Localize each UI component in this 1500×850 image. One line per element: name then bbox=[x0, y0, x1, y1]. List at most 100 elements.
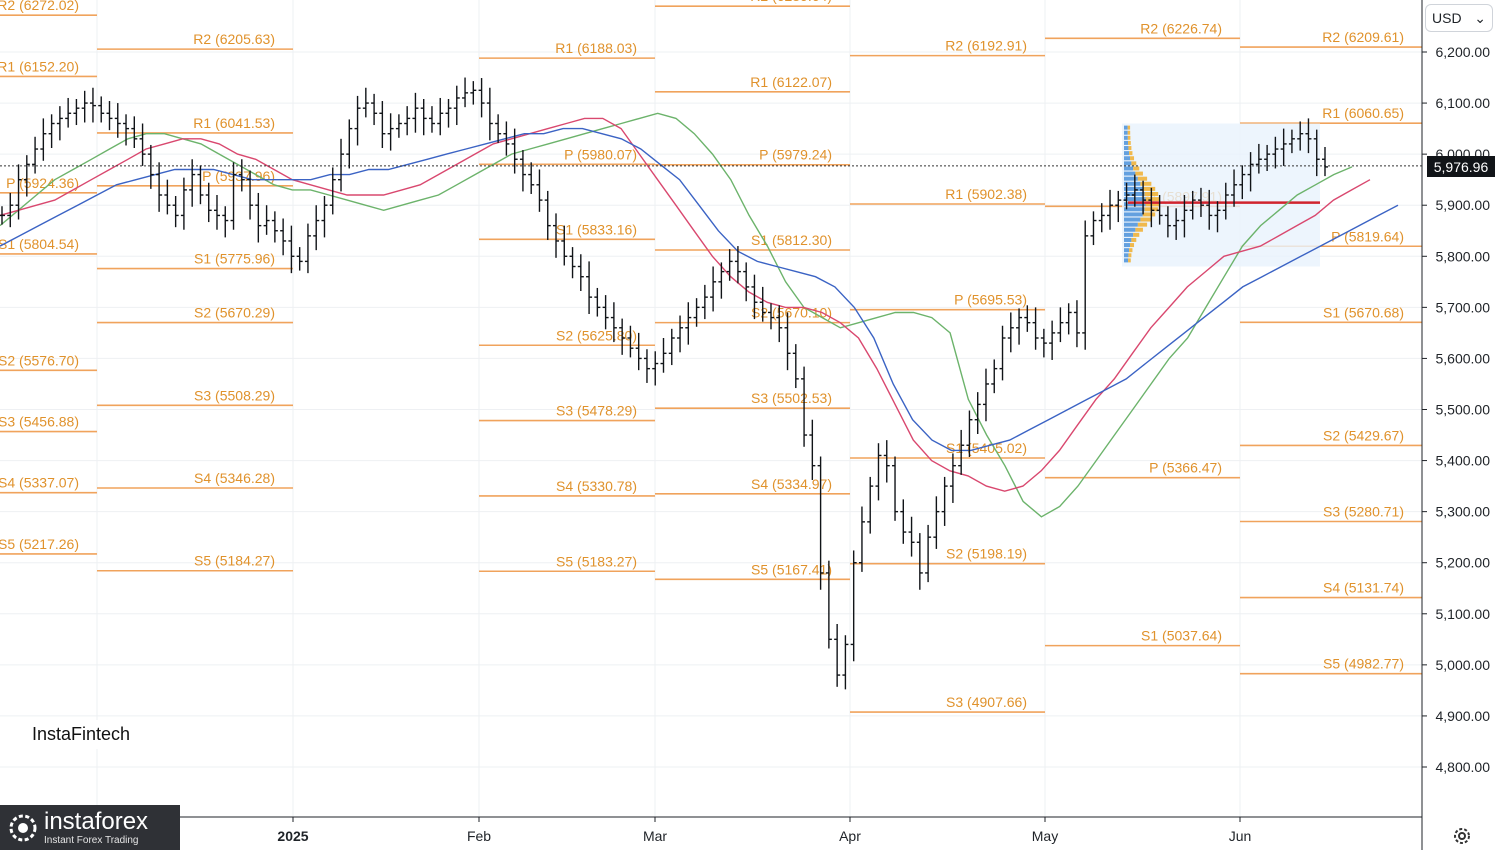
ohlc-bar bbox=[635, 332, 642, 371]
profile-bar-buy bbox=[1124, 151, 1130, 156]
profile-bar-buy bbox=[1124, 217, 1141, 222]
ohlc-bar bbox=[395, 114, 402, 138]
ohlc-bar bbox=[288, 225, 295, 274]
pivot-label: S1 (5804.54) bbox=[0, 236, 79, 252]
ohlc-bar bbox=[1322, 146, 1328, 177]
ohlc-bar bbox=[801, 366, 808, 447]
ohlc-bar bbox=[114, 103, 121, 138]
y-tick-label: 5,800.00 bbox=[1436, 248, 1491, 264]
ohlc-bar bbox=[503, 121, 510, 156]
ohlc-bar bbox=[1297, 121, 1304, 151]
brand-name: instaforex bbox=[44, 807, 149, 835]
ohlc-bar bbox=[1148, 187, 1155, 228]
ohlc-bar bbox=[1305, 118, 1312, 154]
ohlc-bar bbox=[1173, 208, 1180, 240]
ohlc-bar bbox=[553, 213, 560, 258]
ohlc-bar bbox=[147, 144, 154, 189]
ohlc-bar bbox=[677, 315, 684, 353]
ohlc-bar bbox=[751, 274, 758, 320]
pivot-label: S1 (5812.30) bbox=[751, 232, 832, 248]
y-tick-label: 5,700.00 bbox=[1436, 299, 1491, 315]
ohlc-bar bbox=[1156, 195, 1163, 225]
profile-bar-sell bbox=[1135, 227, 1143, 232]
ohlc-bar bbox=[139, 123, 146, 166]
pivot-label: S2 (5625.80) bbox=[556, 327, 637, 343]
moving-average-ma_mid bbox=[0, 117, 1371, 492]
ohlc-bar bbox=[842, 635, 849, 690]
ohlc-bar bbox=[81, 90, 88, 123]
ohlc-bar bbox=[428, 106, 435, 133]
profile-bar-sell bbox=[1130, 243, 1135, 248]
x-tick-label: Jun bbox=[1229, 828, 1252, 844]
ohlc-bar bbox=[222, 206, 229, 238]
ohlc-bar bbox=[1098, 203, 1105, 233]
ohlc-bar bbox=[1272, 136, 1279, 169]
pivot-label: S5 (5184.27) bbox=[194, 553, 275, 569]
ohlc-bar bbox=[0, 206, 5, 225]
profile-bar-buy bbox=[1124, 166, 1134, 171]
ohlc-bar bbox=[1065, 303, 1072, 335]
ohlc-bar bbox=[685, 302, 692, 345]
profile-bar-sell bbox=[1128, 146, 1132, 151]
profile-bar-sell bbox=[1145, 202, 1160, 207]
pivot-label: R2 (6226.74) bbox=[1140, 20, 1222, 36]
ohlc-bar bbox=[123, 114, 130, 146]
pivot-label: S2 (5198.19) bbox=[946, 546, 1027, 562]
ohlc-bar bbox=[180, 177, 187, 230]
instaforex-logo-icon bbox=[9, 814, 37, 841]
profile-bar-sell bbox=[1128, 258, 1131, 263]
pivot-label: P (5695.53) bbox=[954, 292, 1027, 308]
ohlc-bar bbox=[718, 262, 725, 299]
ohlc-bar bbox=[660, 338, 667, 373]
ohlc-bar bbox=[32, 136, 39, 174]
pivot-label: R2 (6209.61) bbox=[1322, 29, 1404, 45]
profile-bar-sell bbox=[1129, 151, 1133, 156]
ohlc-bar bbox=[652, 351, 659, 386]
pivot-label: R2 (6272.02) bbox=[0, 0, 79, 13]
ohlc-bar bbox=[445, 98, 452, 128]
ohlc-bar bbox=[437, 97, 444, 136]
pivot-label: S5 (5217.26) bbox=[0, 536, 79, 552]
ohlc-bar bbox=[197, 165, 204, 205]
ohlc-bars bbox=[0, 77, 1328, 690]
ohlc-bar bbox=[627, 325, 634, 358]
ohlc-bar bbox=[767, 303, 774, 330]
pivot-label: S5 (5183.27) bbox=[556, 553, 637, 569]
ohlc-bar bbox=[1131, 174, 1138, 207]
ohlc-bar bbox=[701, 284, 708, 320]
ohlc-bar bbox=[205, 182, 212, 223]
profile-bar-sell bbox=[1135, 171, 1143, 176]
profile-bar-buy bbox=[1124, 207, 1145, 212]
ohlc-bar bbox=[949, 453, 956, 503]
ohlc-bar bbox=[1140, 180, 1147, 215]
ohlc-bar bbox=[189, 159, 196, 207]
ohlc-bar bbox=[354, 95, 361, 146]
settings-gear-icon[interactable] bbox=[1450, 824, 1474, 848]
ohlc-bar bbox=[743, 262, 750, 302]
ohlc-bar bbox=[776, 305, 783, 343]
profile-bar-buy bbox=[1124, 186, 1143, 191]
ohlc-bar bbox=[65, 97, 72, 128]
ohlc-bar bbox=[412, 92, 419, 133]
ohlc-bar bbox=[321, 196, 328, 238]
ohlc-bar bbox=[1073, 300, 1080, 348]
pivot-label: S4 (5330.78) bbox=[556, 478, 637, 494]
ohlc-bar bbox=[602, 295, 609, 330]
x-tick-label: May bbox=[1032, 828, 1058, 844]
y-tick-label: 6,100.00 bbox=[1436, 95, 1491, 111]
pivot-label: P (5980.07) bbox=[564, 146, 637, 162]
pivot-label: S2 (5429.67) bbox=[1323, 427, 1404, 443]
ohlc-bar bbox=[1313, 129, 1320, 177]
ohlc-bar bbox=[858, 506, 865, 572]
profile-bar-sell bbox=[1127, 135, 1131, 140]
ohlc-bar bbox=[255, 192, 262, 243]
ohlc-bar bbox=[825, 560, 832, 649]
currency-select[interactable]: USD ⌄ bbox=[1425, 4, 1493, 32]
ohlc-bar bbox=[40, 118, 47, 161]
ohlc-bar bbox=[668, 328, 675, 366]
ohlc-bar bbox=[156, 162, 163, 212]
ohlc-bar bbox=[569, 247, 576, 279]
pivot-label: S1 (5037.64) bbox=[1141, 628, 1222, 644]
ohlc-bar bbox=[586, 261, 593, 314]
